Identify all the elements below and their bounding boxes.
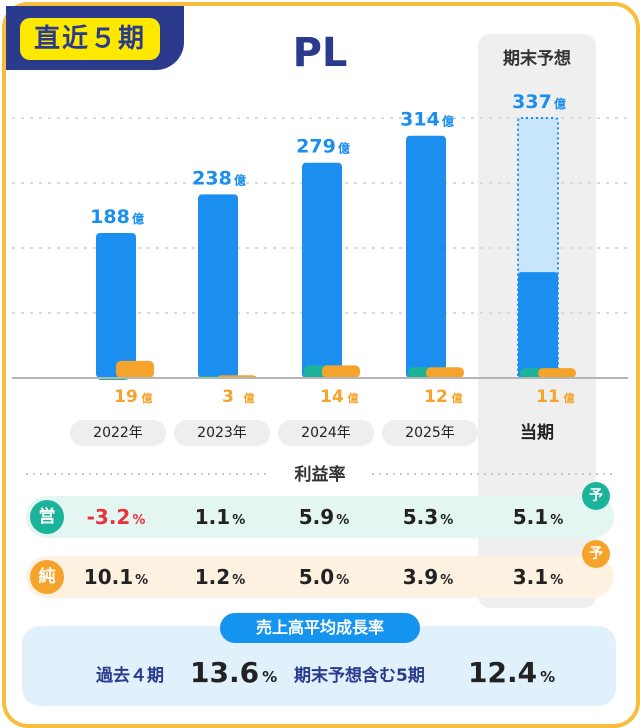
net-rate-4: 3.1% <box>512 565 564 589</box>
growth-forecast-label: 期末予想含む5期 <box>294 666 425 686</box>
profit-label-2: 14 <box>320 387 344 407</box>
growth-forecast-number: 12.4 <box>468 656 538 689</box>
revenue-bar-1 <box>198 194 238 378</box>
revenue-bar-0 <box>96 232 136 378</box>
revenue-unit-2: 億 <box>338 141 350 156</box>
operating-rate-0: -3.2% <box>86 505 146 529</box>
category-label-4: 当期 <box>520 423 554 443</box>
category-label-1: 2023年 <box>174 420 270 446</box>
category-label-3: 2025年 <box>382 420 478 446</box>
period-badge: 直近５期 <box>6 6 184 70</box>
operating-rate-3: 5.3% <box>402 505 454 529</box>
operating-rate-row: 営 <box>26 496 614 538</box>
net-bar-4 <box>538 368 576 378</box>
net-bar-2 <box>322 365 360 378</box>
profit-unit-4: 億 <box>564 391 575 405</box>
net-rate-2: 5.0% <box>298 565 350 589</box>
profit-label-1: 3 <box>222 387 234 407</box>
net-bar-0 <box>116 360 154 378</box>
revenue-label-1: 238 <box>192 167 232 189</box>
growth-past-value: 13.6% <box>190 656 277 694</box>
profit-unit-0: 億 <box>142 391 153 405</box>
net-rate-3: 3.9% <box>402 565 454 589</box>
revenue-bar-3 <box>406 135 446 378</box>
forecast-header: 期末予想 <box>503 49 571 69</box>
operating-rate-1: 1.1% <box>194 505 246 529</box>
profit-unit-2: 億 <box>348 391 359 405</box>
profit-label-3: 12 <box>424 387 448 407</box>
profit-unit-3: 億 <box>452 391 463 405</box>
operating-rate-4: 5.1% <box>512 505 564 529</box>
net-forecast-mark: 予 <box>582 540 610 568</box>
operating-rate-2: 5.9% <box>298 505 350 529</box>
category-label-0: 2022年 <box>70 420 166 446</box>
revenue-label-2: 279 <box>296 136 336 158</box>
revenue-label-4: 337 <box>512 91 552 113</box>
revenue-label-3: 314 <box>400 109 440 131</box>
growth-forecast-unit: % <box>540 668 556 686</box>
profit-rate-title: 利益率 <box>294 465 346 485</box>
profit-label-4: 11 <box>536 387 560 407</box>
profit-label-0: 19 <box>114 387 138 407</box>
growth-past-unit: % <box>262 668 278 686</box>
net-bar-3 <box>426 367 464 378</box>
category-label-2: 2024年 <box>278 420 374 446</box>
chart-title: PL <box>292 30 348 76</box>
growth-past-number: 13.6 <box>190 656 260 689</box>
revenue-bar-2 <box>302 162 342 378</box>
revenue-unit-4: 億 <box>554 96 566 111</box>
net-rate-1: 1.2% <box>194 565 246 589</box>
growth-past-label: 過去４期 <box>96 666 164 686</box>
operating-forecast-mark: 予 <box>582 482 610 510</box>
growth-title: 売上高平均成長率 <box>220 613 420 643</box>
revenue-unit-3: 億 <box>442 114 454 129</box>
net-rate-0: 10.1% <box>83 565 149 589</box>
revenue-unit-1: 億 <box>234 172 246 187</box>
period-badge-label: 直近５期 <box>20 18 160 60</box>
growth-forecast-value: 12.4% <box>468 656 555 694</box>
revenue-unit-0: 億 <box>132 211 144 226</box>
revenue-label-0: 188 <box>90 206 130 228</box>
revenue-bar-actual <box>518 272 558 378</box>
net-icon: 純 <box>30 560 64 594</box>
profit-unit-1: 億 <box>244 391 255 405</box>
operating-icon: 営 <box>30 500 64 534</box>
net-rate-row: 純 <box>26 556 614 598</box>
